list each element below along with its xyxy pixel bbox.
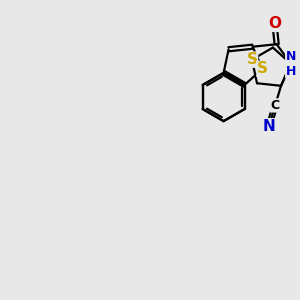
Text: N: N — [262, 119, 275, 134]
Text: N
H: N H — [286, 50, 296, 78]
Text: O: O — [268, 16, 281, 31]
Text: C: C — [271, 99, 280, 112]
Text: S: S — [247, 52, 257, 67]
Text: S: S — [257, 61, 268, 76]
